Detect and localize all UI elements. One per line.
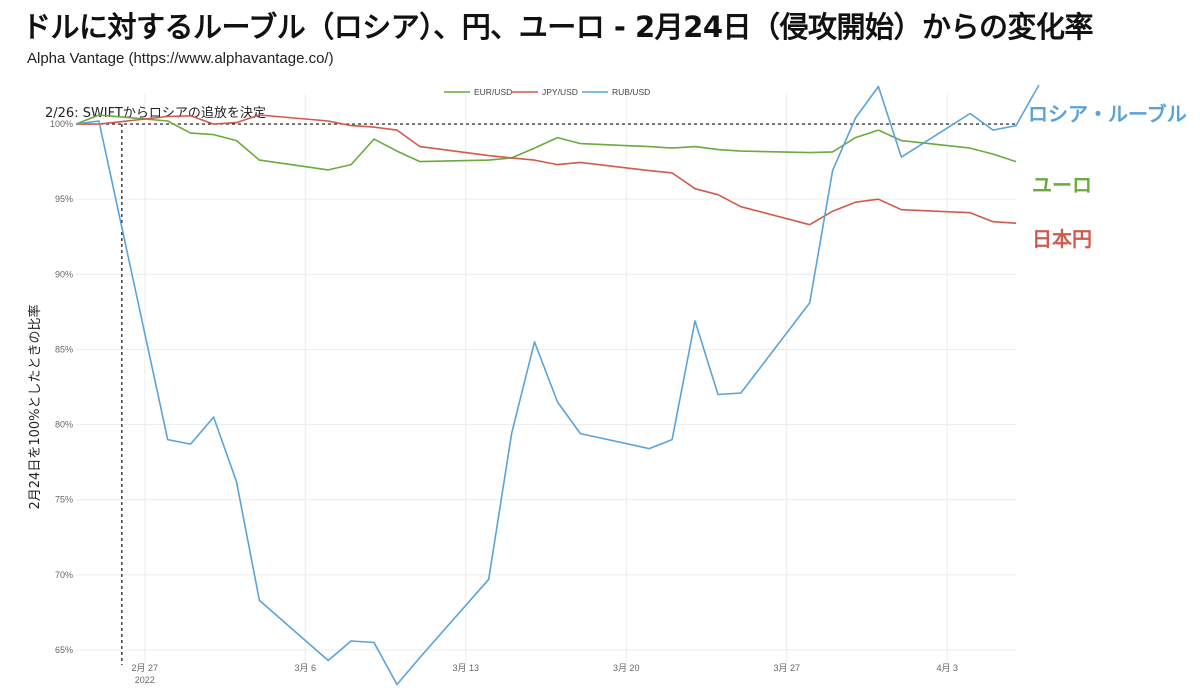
- x-tick-label: 4月 3: [936, 663, 958, 673]
- y-tick-label: 80%: [55, 420, 73, 430]
- end-label-eur-usd: ユーロ: [1032, 173, 1092, 197]
- y-tick-label: 100%: [50, 119, 73, 129]
- end-label-jpy-usd: 日本円: [1032, 227, 1092, 251]
- y-tick-label: 90%: [55, 269, 73, 279]
- x-tick-label: 3月 13: [452, 663, 479, 673]
- y-tick-label: 95%: [55, 194, 73, 204]
- series-lines: [75, 84, 1040, 686]
- axis-labels: 65% 70% 75% 80% 85% 90% 95% 100% 2月 27 2022 3月 6 3月…: [27, 119, 958, 685]
- x-tick-label: 3月 27: [773, 663, 800, 673]
- series-line-eur-usd: [75, 114, 1017, 171]
- series-line-jpy-usd: [76, 114, 1017, 226]
- legend: EUR/USD JPY/USD RUB/USD: [444, 87, 650, 97]
- y-tick-label: 65%: [55, 645, 73, 655]
- annotation-text: 2/26: SWIFTからロシアの追放を決定: [45, 105, 266, 121]
- series-line-rub-usd: [75, 84, 1040, 686]
- chart-title: ドルに対するルーブル（ロシア）、円、ユーロ - 2月24日（侵攻開始）からの変化…: [22, 10, 1094, 44]
- y-axis-title: 2月24日を100%としたときの比率: [27, 305, 43, 510]
- x-tick-year-label: 2022: [135, 675, 155, 685]
- end-label-rub-usd: ロシア・ルーブル: [1028, 102, 1187, 126]
- y-tick-label: 70%: [55, 570, 73, 580]
- y-tick-label: 85%: [55, 344, 73, 354]
- grid-lines: [76, 94, 1016, 665]
- legend-label: JPY/USD: [542, 87, 578, 97]
- chart-subtitle: Alpha Vantage (https://www.alphavantage.…: [27, 50, 334, 67]
- annotation-group: 2/26: SWIFTからロシアの追放を決定: [45, 105, 266, 665]
- x-tick-label: 3月 6: [295, 663, 317, 673]
- x-tick-label: 2月 27: [132, 663, 159, 673]
- x-tick-label: 3月 20: [613, 663, 640, 673]
- legend-label: RUB/USD: [612, 87, 650, 97]
- legend-label: EUR/USD: [474, 87, 512, 97]
- y-tick-label: 75%: [55, 495, 73, 505]
